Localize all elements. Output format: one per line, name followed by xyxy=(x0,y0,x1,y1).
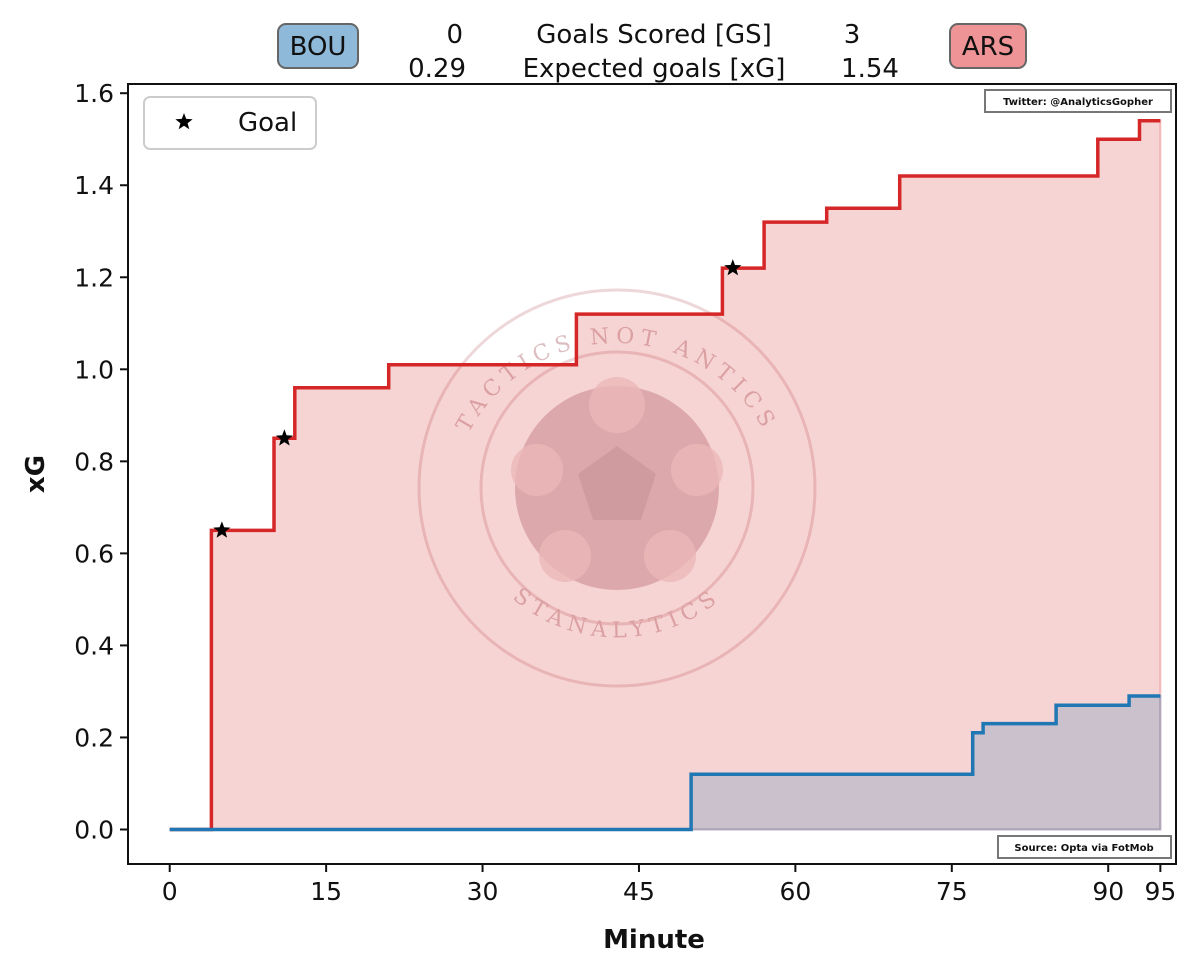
y-tick-label: 1.6 xyxy=(74,79,114,108)
source-credit-text: Source: Opta via FotMob xyxy=(1014,843,1153,854)
series-line-ars xyxy=(169,119,1161,832)
x-tick-label: 75 xyxy=(936,877,968,906)
x-tick-label: 45 xyxy=(623,877,655,906)
away-goals-value: 3 xyxy=(844,20,861,50)
y-tick-label: 0.4 xyxy=(74,631,114,660)
y-tick-label: 1.0 xyxy=(74,355,114,384)
x-tick-label: 0 xyxy=(162,877,178,906)
goal-star-marker-1 xyxy=(213,521,231,538)
x-tick-label: 90 xyxy=(1092,877,1124,906)
match-header: BOU ARS 0 Goals Scored [GS] 3 0.29 Expec… xyxy=(277,20,1027,84)
y-axis-title: xG xyxy=(21,455,51,493)
y-tick-label: 0.2 xyxy=(74,723,114,752)
x-axis-title: Minute xyxy=(603,925,705,955)
twitter-credit: Twitter: @AnalyticsGopher xyxy=(984,89,1172,113)
plot-frame xyxy=(127,83,1177,865)
goal-star-marker-3 xyxy=(724,259,742,276)
x-tick-label: 30 xyxy=(467,877,499,906)
legend-box xyxy=(143,96,317,150)
legend-star-icon xyxy=(175,113,193,130)
goals-scored-label: Goals Scored [GS] xyxy=(536,20,772,50)
y-tick-label: 1.4 xyxy=(74,171,114,200)
y-tick-label: 0.8 xyxy=(74,447,114,476)
series-line-bou xyxy=(169,694,1161,832)
home-goals-value: 0 xyxy=(446,20,463,50)
y-tick-label: 0.6 xyxy=(74,539,114,568)
y-tick-label: 0.0 xyxy=(74,815,114,844)
source-credit: Source: Opta via FotMob xyxy=(997,835,1172,859)
y-tick-label: 1.2 xyxy=(74,263,114,292)
x-tick-label: 95 xyxy=(1144,877,1176,906)
x-tick-label: 60 xyxy=(779,877,811,906)
goal-star-marker-2 xyxy=(275,429,293,446)
away-team-name: ARS xyxy=(962,32,1014,62)
plot-layer xyxy=(169,119,1162,832)
legend-label-goal: Goal xyxy=(238,108,297,138)
twitter-credit-text: Twitter: @AnalyticsGopher xyxy=(1003,97,1153,108)
away-team-badge xyxy=(949,23,1027,69)
home-team-name: BOU xyxy=(290,32,347,62)
away-xg-value: 1.54 xyxy=(841,54,899,84)
home-xg-value: 0.29 xyxy=(408,54,466,84)
x-tick-label: 15 xyxy=(310,877,342,906)
home-team-badge xyxy=(277,23,359,69)
axis-layer: 0 15 30 45 60 75 90 95 0.0 0.2 0.4 0.6 0.8 1.0 1.2 1.4 1… xyxy=(74,79,1176,906)
expected-goals-label: Expected goals [xG] xyxy=(523,54,786,84)
soccer-ball-icon xyxy=(511,377,723,590)
legend: Goal xyxy=(143,96,317,150)
